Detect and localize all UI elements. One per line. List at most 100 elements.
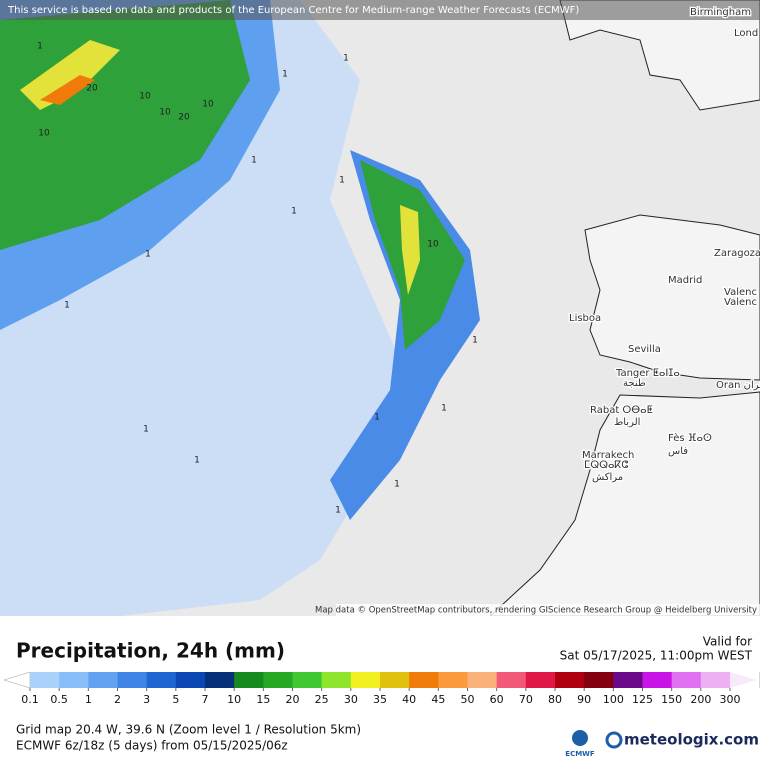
- city-label: Sevilla: [628, 344, 661, 355]
- legend-swatch: [584, 672, 614, 688]
- legend-title: Precipitation, 24h (mm): [16, 639, 285, 663]
- precip-band-yellow: [400, 205, 420, 295]
- contour-label: 1: [143, 425, 149, 435]
- legend-label: 70: [519, 693, 533, 706]
- legend-swatch: [263, 672, 293, 688]
- legend-label: 90: [577, 693, 591, 706]
- city-label: Fès ⴼⴰⵙ: [668, 432, 712, 444]
- legend-swatch: [555, 672, 585, 688]
- legend-label: 20: [286, 693, 300, 706]
- legend-label: 40: [402, 693, 416, 706]
- city-label: ⵎⵕⵕⴰⴽⵛ: [584, 460, 628, 471]
- legend-swatch: [380, 672, 410, 688]
- attribution-bg: [336, 604, 760, 616]
- legend-swatch: [671, 672, 702, 688]
- city-label: Marrakech: [582, 450, 634, 461]
- legend-arrow-right: [730, 672, 756, 688]
- valid-label: Valid for: [703, 635, 752, 649]
- contour-label: 10: [427, 240, 439, 250]
- legend-swatch: [234, 672, 264, 688]
- legend-swatch: [700, 672, 731, 688]
- contour-label: 1: [37, 42, 43, 52]
- contour-label: 1: [343, 54, 349, 64]
- legend-swatch: [88, 672, 118, 688]
- contour-label: 1: [374, 413, 380, 423]
- legend-swatch: [321, 672, 352, 688]
- legend-label: 60: [490, 693, 504, 706]
- city-label: Oran وهران: [716, 380, 760, 391]
- brand: meteologix.com: [624, 731, 759, 749]
- grid-info: Grid map 20.4 W, 39.6 N (Zoom level 1 / …: [16, 723, 361, 737]
- legend-label: 200: [690, 693, 711, 706]
- legend-label: 5: [172, 693, 179, 706]
- city-label: Lond: [734, 28, 758, 39]
- ecmwf-text: ECMWF: [565, 750, 595, 758]
- city-label: Valenc: [724, 287, 757, 298]
- legend-swatch: [30, 672, 60, 688]
- legend-swatch: [175, 672, 206, 688]
- legend-label: 3: [143, 693, 150, 706]
- africa: [489, 391, 760, 616]
- contour-label: 1: [335, 506, 341, 516]
- contour-label: 20: [86, 84, 98, 94]
- contour-label: 10: [159, 108, 171, 118]
- legend-label: 300: [720, 693, 741, 706]
- legend-label: 1: [85, 693, 92, 706]
- legend-swatch: [59, 672, 89, 688]
- legend-label: 80: [548, 693, 562, 706]
- map: This service is based on data and produc…: [0, 0, 760, 616]
- city-label: Tanger ⵟⴰⵏⵊⴰ: [615, 368, 680, 379]
- britain-france: [559, 0, 760, 111]
- city-label: فاس: [668, 446, 688, 457]
- contour-label: 10: [202, 100, 214, 110]
- city-label: Zaragoza: [714, 248, 760, 259]
- legend-arrow-left: [3, 671, 31, 689]
- city-label: Madrid: [668, 275, 702, 286]
- valid-time: Sat 05/17/2025, 11:00pm WEST: [560, 649, 753, 663]
- city-label: Rabat ⵔⴱⴰⵟ: [590, 405, 653, 416]
- contour-label: 1: [194, 456, 200, 466]
- city-label: طنجة: [623, 378, 646, 389]
- legend-swatch: [409, 672, 439, 688]
- legend-label: 50: [461, 693, 475, 706]
- legend-label: 100: [603, 693, 624, 706]
- legend-swatch: [525, 672, 556, 688]
- legend-label: 0.1: [21, 693, 39, 706]
- legend-swatch: [467, 672, 498, 688]
- city-label: مراكش: [592, 472, 623, 483]
- contour-label: 1: [441, 404, 447, 414]
- contour-label: 1: [472, 336, 478, 346]
- contour-label: 10: [38, 129, 50, 139]
- legend-label: 10: [227, 693, 241, 706]
- legend-label: 7: [202, 693, 209, 706]
- legend-label: 30: [344, 693, 358, 706]
- legend-swatch: [146, 672, 177, 688]
- attribution: Map data © OpenStreetMap contributors, r…: [315, 606, 757, 616]
- notice: This service is based on data and produc…: [7, 5, 579, 16]
- contour-label: 1: [64, 301, 70, 311]
- contour-label: 1: [282, 70, 288, 80]
- contour-label: 20: [178, 113, 190, 123]
- legend-label: 25: [315, 693, 329, 706]
- legend: Precipitation, 24h (mm) Valid for Sat 05…: [3, 635, 760, 758]
- legend-swatch: [350, 672, 381, 688]
- notice-bg: [0, 0, 760, 20]
- city-label: Lisboa: [569, 313, 601, 324]
- iberia: [584, 214, 760, 381]
- legend-label: 45: [431, 693, 445, 706]
- contour-label: 1: [394, 480, 400, 490]
- contour-label: 1: [291, 207, 297, 217]
- city-label: Birmingham: [690, 7, 751, 18]
- city-label: الرباط: [614, 417, 640, 428]
- legend-swatch: [292, 672, 323, 688]
- contour-label: 10: [139, 92, 151, 102]
- contour-label: 1: [145, 250, 151, 260]
- legend-swatch: [613, 672, 643, 688]
- model-info: ECMWF 6z/18z (5 days) from 05/15/2025/06…: [16, 739, 288, 753]
- legend-swatch: [205, 672, 235, 688]
- contour-label: 1: [339, 176, 345, 186]
- legend-label: 125: [632, 693, 653, 706]
- legend-swatch: [642, 672, 673, 688]
- legend-swatch: [496, 672, 527, 688]
